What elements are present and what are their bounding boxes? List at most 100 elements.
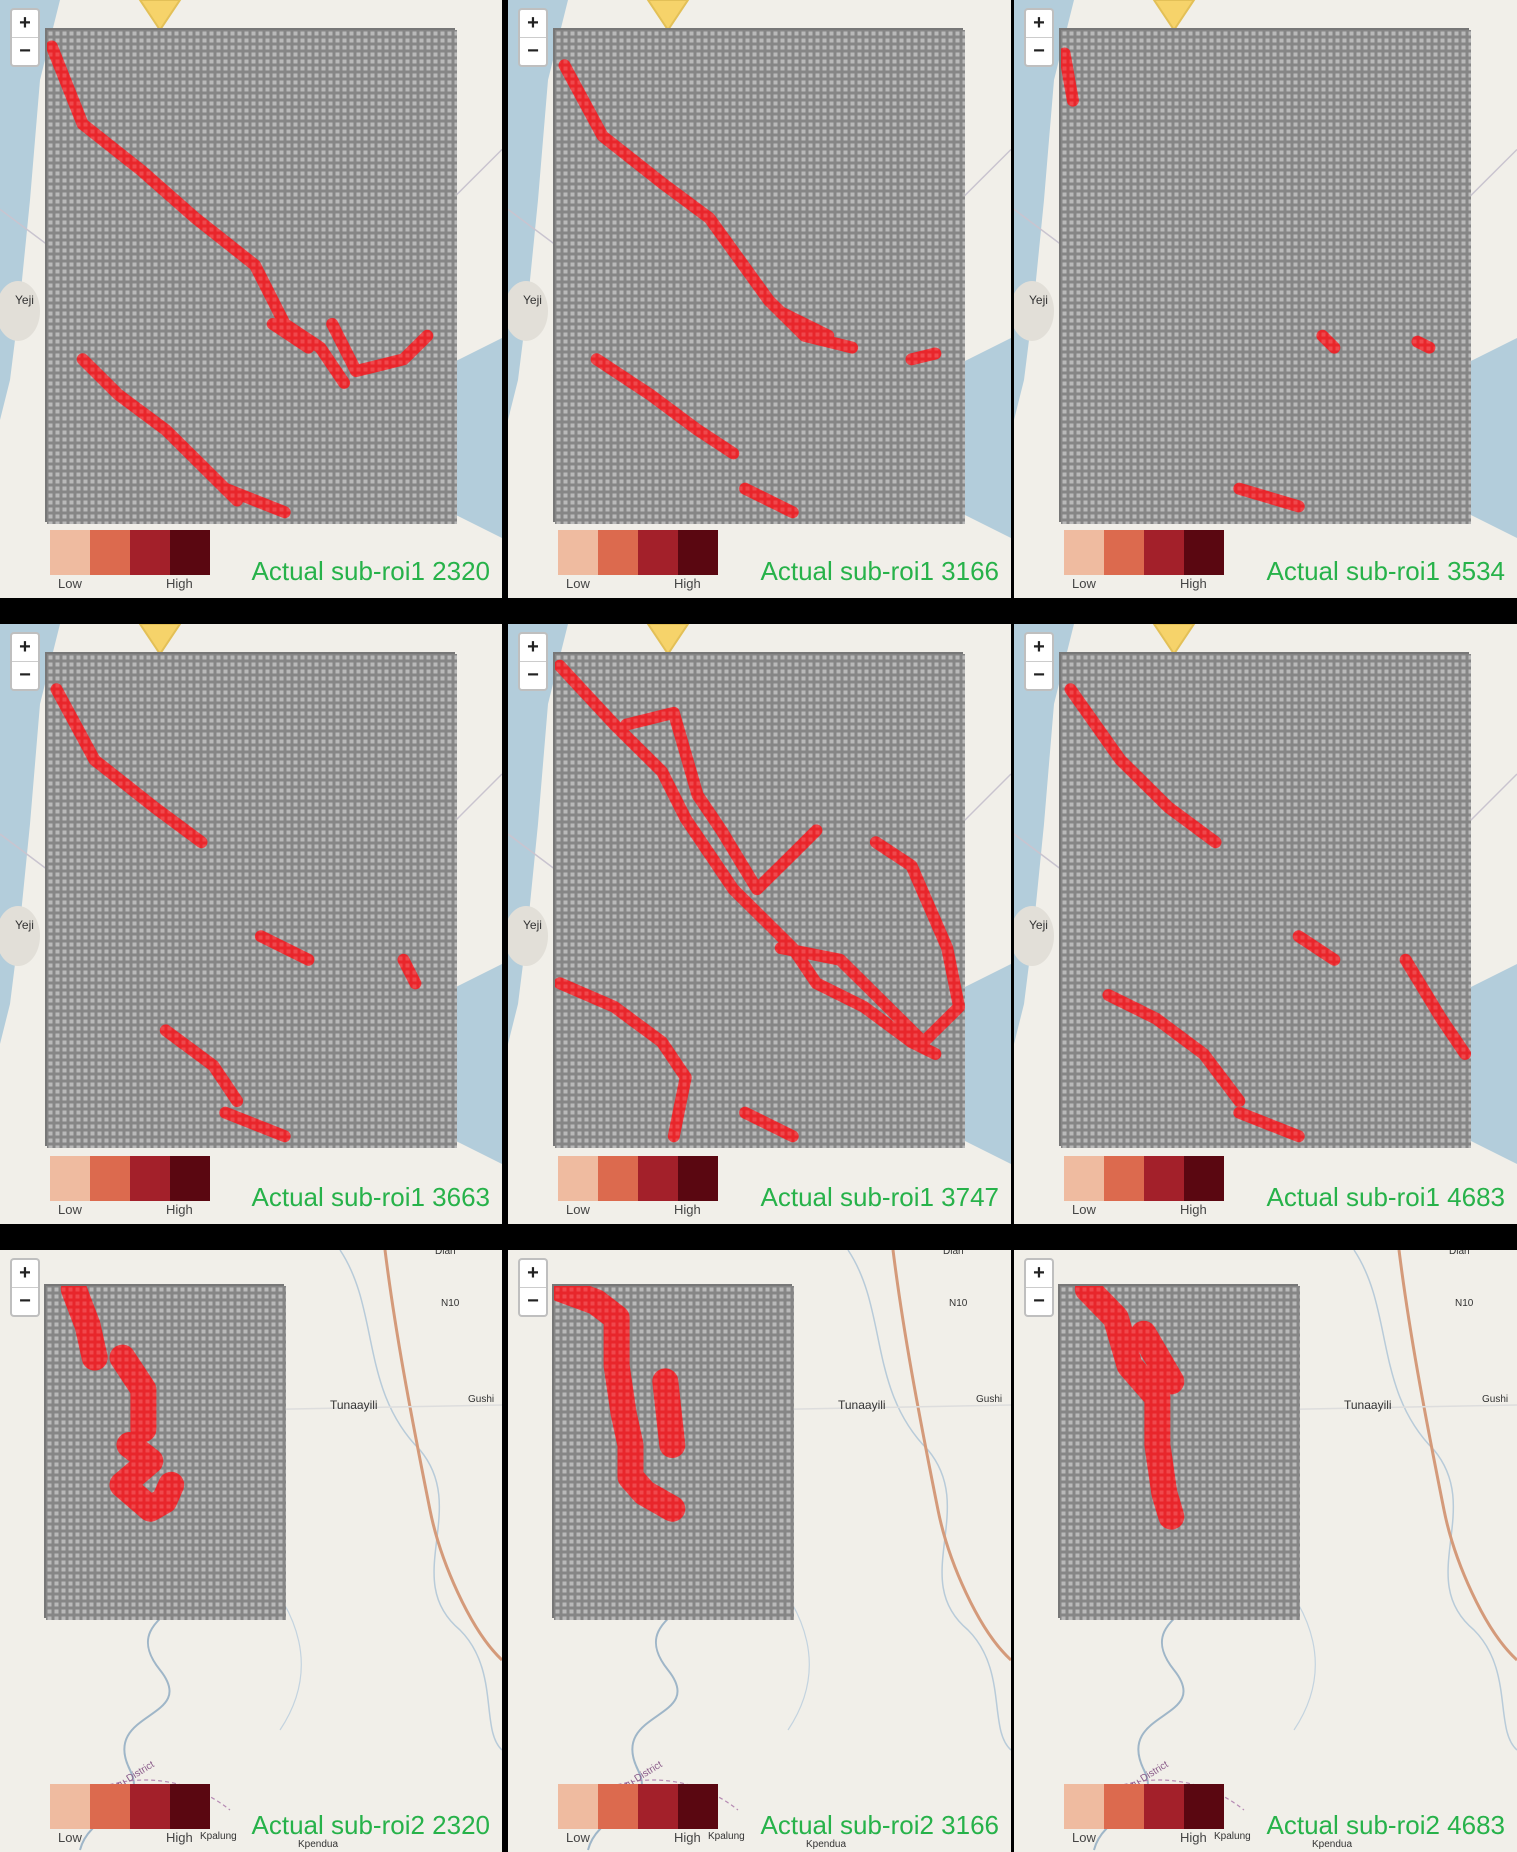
map-panel-4[interactable]: Yeji + − Low High Actual sub-roi1 3663 [0, 624, 502, 1224]
color-legend: Low High [50, 530, 210, 591]
flood-area [159, 1024, 244, 1107]
zoom-in-button[interactable]: + [520, 1260, 546, 1288]
map-panel-9[interactable]: TunaayiliGushiDiariN10KpalungKpenduaKumb… [1014, 1250, 1517, 1852]
legend-swatch-4 [1184, 530, 1224, 575]
legend-swatch-4 [170, 1156, 210, 1201]
map-panel-1[interactable]: Yeji + − Low High Actual sub-roi1 2320 [0, 0, 502, 598]
flood-area [109, 1432, 185, 1522]
place-label-diari: Diari [1449, 1250, 1470, 1257]
place-label-yeji: Yeji [523, 293, 542, 307]
place-label-gushi: Gushi [976, 1394, 1003, 1405]
flood-area [76, 353, 244, 507]
flood-area [774, 836, 965, 1049]
zoom-out-button[interactable]: − [19, 1290, 31, 1312]
map-panel-5[interactable]: Yeji + − Low High Actual sub-roi1 3747 [508, 624, 1011, 1224]
prediction-grid [553, 652, 965, 1148]
zoom-control: + − [1024, 1258, 1054, 1317]
zoom-out-button[interactable]: − [527, 664, 539, 686]
legend-swatch-2 [598, 1156, 638, 1201]
zoom-in-button[interactable]: + [1026, 10, 1052, 38]
legend-high-label: High [166, 1202, 193, 1217]
zoom-in-button[interactable]: + [1026, 634, 1052, 662]
legend-swatch-3 [130, 1156, 170, 1201]
flood-area [555, 977, 692, 1143]
panel-caption: Actual sub-roi1 2320 [251, 556, 490, 586]
zoom-control: + − [518, 1258, 548, 1317]
legend-low-label: Low [566, 1830, 590, 1845]
zoom-out-button[interactable]: − [1033, 40, 1045, 62]
legend-low-label: Low [566, 576, 590, 591]
legend-swatch-4 [170, 1784, 210, 1829]
place-label-gushi: Gushi [1482, 1394, 1509, 1405]
legend-swatch-1 [1064, 1784, 1104, 1829]
place-label-kpendua: Kpendua [298, 1839, 339, 1850]
zoom-control: + − [518, 632, 548, 691]
legend-swatch-2 [1104, 530, 1144, 575]
prediction-grid [552, 1284, 794, 1620]
zoom-in-button[interactable]: + [12, 634, 38, 662]
map-panel-7[interactable]: TunaayiliGushiDiariN10KpalungKpenduaKumb… [0, 1250, 502, 1852]
place-label-kpalung: Kpalung [708, 1831, 745, 1842]
map-panel-8[interactable]: TunaayiliGushiDiariN10KpalungKpenduaKumb… [508, 1250, 1011, 1852]
panel-caption: Actual sub-roi1 3663 [251, 1182, 490, 1212]
place-label-diari: Diari [943, 1250, 964, 1257]
color-legend: Low High [558, 1156, 718, 1217]
flood-area [1233, 1106, 1305, 1143]
color-legend: Low High [1064, 1784, 1224, 1845]
panel-caption: Actual sub-roi2 4683 [1266, 1810, 1505, 1840]
legend-swatch-4 [678, 1156, 718, 1201]
zoom-out-button[interactable]: − [1033, 664, 1045, 686]
place-label-n10: N10 [1455, 1298, 1474, 1309]
zoom-out-button[interactable]: − [527, 1290, 539, 1312]
zoom-in-button[interactable]: + [12, 10, 38, 38]
legend-swatch-2 [90, 1156, 130, 1201]
zoom-out-button[interactable]: − [19, 40, 31, 62]
legend-swatch-3 [1144, 530, 1184, 575]
zoom-out-button[interactable]: − [1033, 1290, 1045, 1312]
place-label-kpalung: Kpalung [200, 1831, 237, 1842]
legend-swatch-2 [1104, 1156, 1144, 1201]
legend-swatch-3 [1144, 1784, 1184, 1829]
legend-swatch-2 [598, 1784, 638, 1829]
zoom-control: + − [518, 8, 548, 67]
legend-high-label: High [166, 576, 193, 591]
place-label-tunaayili: Tunaayili [1344, 1398, 1392, 1412]
zoom-control: + − [10, 632, 40, 691]
flood-area [774, 306, 835, 342]
legend-low-label: Low [566, 1202, 590, 1217]
panel-caption: Actual sub-roi2 2320 [251, 1810, 490, 1840]
zoom-in-button[interactable]: + [520, 10, 546, 38]
panel-caption: Actual sub-roi1 4683 [1266, 1182, 1505, 1212]
map-panel-3[interactable]: Yeji + − Low High Actual sub-roi1 3534 [1014, 0, 1517, 598]
zoom-in-button[interactable]: + [520, 634, 546, 662]
flood-area [1399, 953, 1471, 1060]
map-panel-6[interactable]: Yeji + − Low High Actual sub-roi1 4683 [1014, 624, 1517, 1224]
flood-area [326, 318, 434, 378]
legend-low-label: Low [1072, 576, 1096, 591]
legend-low-label: Low [1072, 1202, 1096, 1217]
flood-area [47, 40, 351, 389]
flood-area [254, 930, 315, 966]
legend-low-label: Low [58, 1202, 82, 1217]
flood-area [219, 482, 291, 519]
color-legend: Low High [50, 1784, 210, 1845]
zoom-in-button[interactable]: + [12, 1260, 38, 1288]
zoom-out-button[interactable]: − [19, 664, 31, 686]
panel-caption: Actual sub-roi2 3166 [760, 1810, 999, 1840]
legend-swatch-1 [1064, 530, 1104, 575]
legend-swatch-4 [170, 530, 210, 575]
zoom-out-button[interactable]: − [527, 40, 539, 62]
legend-swatch-4 [678, 530, 718, 575]
map-panel-2[interactable]: Yeji + − Low High Actual sub-roi1 3166 [508, 0, 1011, 598]
legend-high-label: High [1180, 1202, 1207, 1217]
color-legend: Low High [558, 530, 718, 591]
legend-swatch-3 [638, 1156, 678, 1201]
legend-high-label: High [674, 576, 701, 591]
place-label-yeji: Yeji [15, 293, 34, 307]
panel-caption: Actual sub-roi1 3534 [1266, 556, 1505, 586]
legend-swatch-1 [1064, 1156, 1104, 1201]
legend-swatch-4 [1184, 1156, 1224, 1201]
flood-area [1074, 1286, 1185, 1530]
zoom-in-button[interactable]: + [1026, 1260, 1052, 1288]
prediction-grid [45, 28, 457, 524]
